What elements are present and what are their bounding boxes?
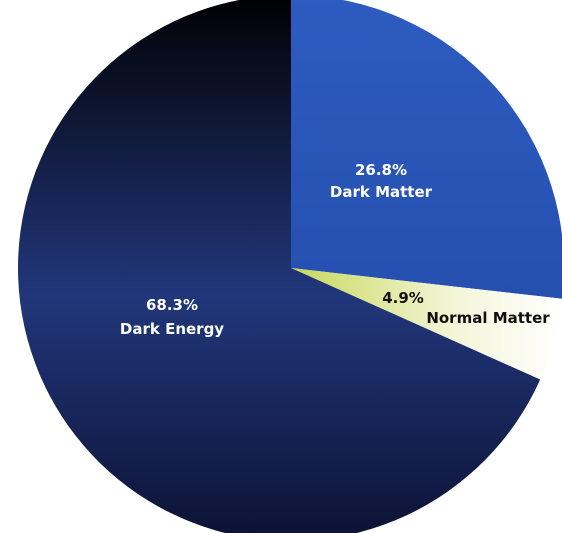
pie-name-label-dark-matter: Dark Matter <box>330 183 433 201</box>
pie-slice-dark-energy <box>18 0 541 533</box>
pie-value-label-normal-matter: 4.9% <box>382 289 424 307</box>
pie-name-label-normal-matter: Normal Matter <box>426 309 550 327</box>
pie-name-label-dark-energy: Dark Energy <box>120 320 224 338</box>
pie-slice-dark-matter <box>291 0 562 299</box>
pie-slice-normal-matter <box>291 268 562 380</box>
pie-labels: 26.8% Dark Matter 4.9%Normal Matter 68.3% Da… <box>120 161 550 338</box>
pie-slices <box>18 0 562 533</box>
pie-value-label-dark-matter: 26.8% <box>355 161 407 179</box>
pie-value-label-dark-energy: 68.3% <box>146 296 198 314</box>
